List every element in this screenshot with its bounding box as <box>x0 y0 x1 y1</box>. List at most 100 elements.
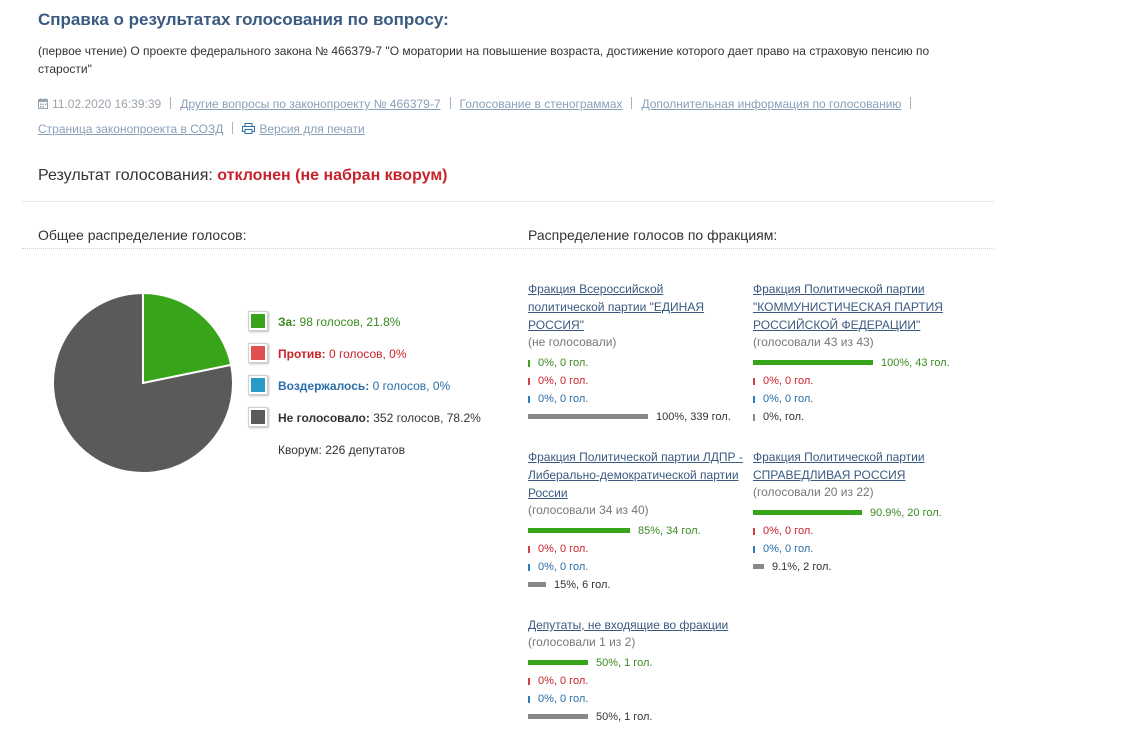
vote-bar-label: 0%, гол. <box>763 411 805 423</box>
vote-bar-label: 100%, 339 гол. <box>656 411 731 423</box>
vote-bar-label: 0%, 0 гол. <box>763 543 814 555</box>
bill-description: (первое чтение) О проекте федерального з… <box>38 44 930 76</box>
vote-bar-label: 15%, 6 гол. <box>554 579 611 591</box>
vote-bar-label: 50%, 1 гол. <box>596 657 653 669</box>
faction-rows: 0%, 0 гол. 0%, 0 гол. 0%, 0 гол. 100%, 339 … <box>528 354 743 426</box>
factions-section-title: Распределение голосов по фракциям: <box>528 227 778 243</box>
vote-bar-for <box>528 660 588 665</box>
faction-link[interactable]: Фракция Политической партии СПРАВЕДЛИВАЯ… <box>753 450 925 482</box>
additional-info-link[interactable]: Дополнительная информация по голосованию <box>641 97 902 111</box>
legend-key: За: <box>278 315 297 329</box>
vote-bar-novote <box>753 564 764 569</box>
vote-bar-against <box>528 678 530 685</box>
vote-bar-row-against: 0%, 0 гол. <box>753 372 968 390</box>
vote-bar-label: 0%, 0 гол. <box>538 357 589 369</box>
faction-voted-count: (голосовали 1 из 2) <box>528 635 636 649</box>
print-version-link[interactable]: Версия для печати <box>259 122 365 136</box>
faction-block: Фракция Всероссийской политической парти… <box>528 280 743 426</box>
legend-swatch-novote <box>248 407 268 427</box>
vote-bar-against <box>753 528 755 535</box>
result-label: Результат голосования: <box>38 167 213 184</box>
legend-swatch-for <box>248 311 268 331</box>
legend-value: 0 голосов, 0% <box>328 347 407 361</box>
vote-bar-label: 0%, 0 гол. <box>763 393 814 405</box>
vote-bar-abstain <box>528 564 530 571</box>
vote-bar-row-for: 0%, 0 гол. <box>528 354 743 372</box>
vote-bar-label: 90.9%, 20 гол. <box>870 507 942 519</box>
vote-bar-row-abstain: 0%, 0 гол. <box>753 540 968 558</box>
faction-block: Депутаты, не входящие во фракции (голосо… <box>528 616 743 726</box>
vote-bar-label: 100%, 43 гол. <box>881 357 950 369</box>
legend-key: Не голосовало: <box>278 411 370 425</box>
divider <box>631 97 633 109</box>
vote-bar-against <box>528 378 530 385</box>
pie-slice-for <box>142 292 233 385</box>
printer-icon <box>242 118 256 142</box>
vote-bar-label: 0%, 0 гол. <box>538 693 589 705</box>
vote-bar-row-novote: 9.1%, 2 гол. <box>753 558 968 576</box>
vote-bar-against <box>753 378 755 385</box>
vote-bar-label: 9.1%, 2 гол. <box>772 561 832 573</box>
faction-voted-count: (голосовали 34 из 40) <box>528 503 649 517</box>
divider <box>910 97 912 109</box>
page-title: Справка о результатах голосования по воп… <box>38 10 449 29</box>
vote-bar-novote <box>528 582 546 587</box>
vote-bar-against <box>528 546 530 553</box>
vote-bar-label: 0%, 0 гол. <box>538 375 589 387</box>
vote-bar-row-abstain: 0%, 0 гол. <box>528 690 743 708</box>
vote-bar-for <box>753 360 873 365</box>
faction-link[interactable]: Депутаты, не входящие во фракции <box>528 618 729 632</box>
faction-rows: 100%, 43 гол. 0%, 0 гол. 0%, 0 гол. 0%, гол… <box>753 354 968 426</box>
vote-bar-label: 50%, 1 гол. <box>596 711 653 723</box>
vote-bar-row-abstain: 0%, 0 гол. <box>528 390 743 408</box>
vote-bar-row-novote: 100%, 339 гол. <box>528 408 743 426</box>
vote-bar-row-novote: 50%, 1 гол. <box>528 708 743 726</box>
vote-pie-chart <box>52 292 234 474</box>
vote-bar-label: 85%, 34 гол. <box>638 525 701 537</box>
legend-value: 352 голосов, 78.2% <box>373 411 481 425</box>
vote-bar-row-against: 0%, 0 гол. <box>528 372 743 390</box>
meta-links: 11.02.2020 16:39:39 Другие вопросы по зак… <box>38 92 968 142</box>
vote-bar-row-against: 0%, 0 гол. <box>528 540 743 558</box>
faction-rows: 50%, 1 гол. 0%, 0 гол. 0%, 0 гол. 50%, 1 го… <box>528 654 743 726</box>
other-questions-link[interactable]: Другие вопросы по законопроекту № 466379… <box>180 97 441 111</box>
faction-rows: 85%, 34 гол. 0%, 0 гол. 0%, 0 гол. 15%, 6 г… <box>528 522 743 594</box>
faction-link[interactable]: Фракция Политической партии ЛДПР - Либер… <box>528 450 743 500</box>
vote-bar-row-against: 0%, 0 гол. <box>528 672 743 690</box>
divider <box>232 122 234 134</box>
quorum-text: Кворум: 226 депутатов <box>278 443 405 457</box>
faction-voted-count: (голосовали 20 из 22) <box>753 485 874 499</box>
vote-bar-for <box>528 360 530 367</box>
legend-key: Против: <box>278 347 326 361</box>
faction-link[interactable]: Фракция Политической партии "КОММУНИСТИЧ… <box>753 282 943 332</box>
faction-link[interactable]: Фракция Всероссийской политической парти… <box>528 282 705 332</box>
result-status: отклонен (не набран кворум) <box>217 167 448 184</box>
pie-slice-novote <box>52 292 234 474</box>
transcripts-link[interactable]: Голосование в стенограммах <box>459 97 623 111</box>
vote-bar-novote <box>528 414 648 419</box>
vote-bar-abstain <box>753 546 755 553</box>
vote-bar-row-for: 90.9%, 20 гол. <box>753 504 968 522</box>
dotted-divider <box>22 248 994 249</box>
vote-bar-label: 0%, 0 гол. <box>538 543 589 555</box>
vote-bar-row-against: 0%, 0 гол. <box>753 522 968 540</box>
vote-bar-abstain <box>528 396 530 403</box>
vote-bar-for <box>753 510 862 515</box>
sozd-page-link[interactable]: Страница законопроекта в СОЗД <box>38 122 224 136</box>
divider <box>22 201 994 202</box>
faction-voted-count: (не голосовали) <box>528 335 617 349</box>
vote-bar-label: 0%, 0 гол. <box>763 525 814 537</box>
vote-bar-row-novote: 0%, гол. <box>753 408 968 426</box>
vote-bar-row-for: 85%, 34 гол. <box>528 522 743 540</box>
vote-bar-row-for: 100%, 43 гол. <box>753 354 968 372</box>
vote-bar-label: 0%, 0 гол. <box>763 375 814 387</box>
legend-swatch-against <box>248 343 268 363</box>
vote-bar-label: 0%, 0 гол. <box>538 393 589 405</box>
vote-bar-row-for: 50%, 1 гол. <box>528 654 743 672</box>
vote-bar-novote <box>753 414 755 421</box>
legend-value: 98 голосов, 21.8% <box>299 315 401 329</box>
divider <box>449 97 451 109</box>
vote-result: Результат голосования: отклонен (не набр… <box>38 167 448 185</box>
vote-bar-for <box>528 528 630 533</box>
